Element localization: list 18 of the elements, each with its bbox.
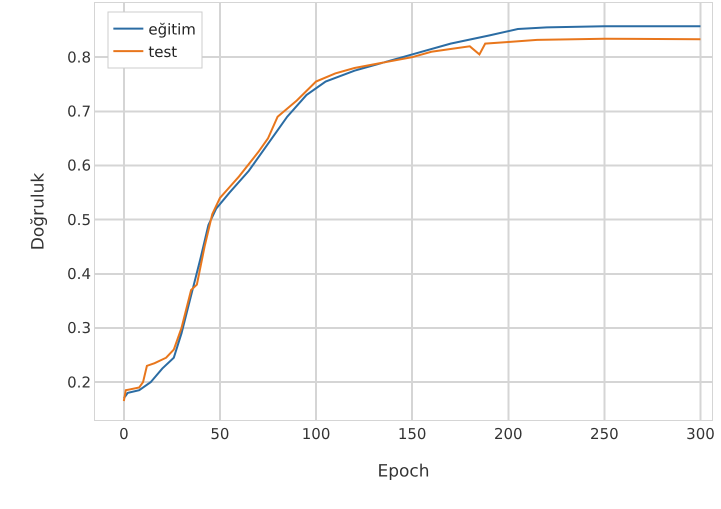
legend-label: test: [148, 42, 178, 61]
y-tick-label: 0.3: [67, 319, 91, 338]
x-tick-label: 100: [302, 425, 330, 443]
y-tick-label: 0.2: [67, 373, 91, 392]
x-tick-label: 150: [398, 425, 426, 443]
legend-label: eğitim: [148, 20, 196, 38]
x-axis-title: Epoch: [377, 461, 430, 482]
y-tick-label: 0.6: [67, 156, 91, 175]
y-tick-label: 0.7: [67, 102, 91, 121]
y-tick-label: 0.8: [67, 48, 91, 66]
x-tick-label: 300: [686, 425, 715, 443]
x-tick-label: 250: [590, 425, 619, 443]
x-tick-label: 50: [210, 425, 230, 443]
y-axis-title: Doğruluk: [28, 172, 49, 250]
x-tick-label: 200: [494, 425, 523, 443]
x-tick-label: 0: [119, 425, 129, 443]
y-tick-label: 0.5: [67, 210, 91, 229]
y-tick-label: 0.4: [67, 265, 91, 284]
